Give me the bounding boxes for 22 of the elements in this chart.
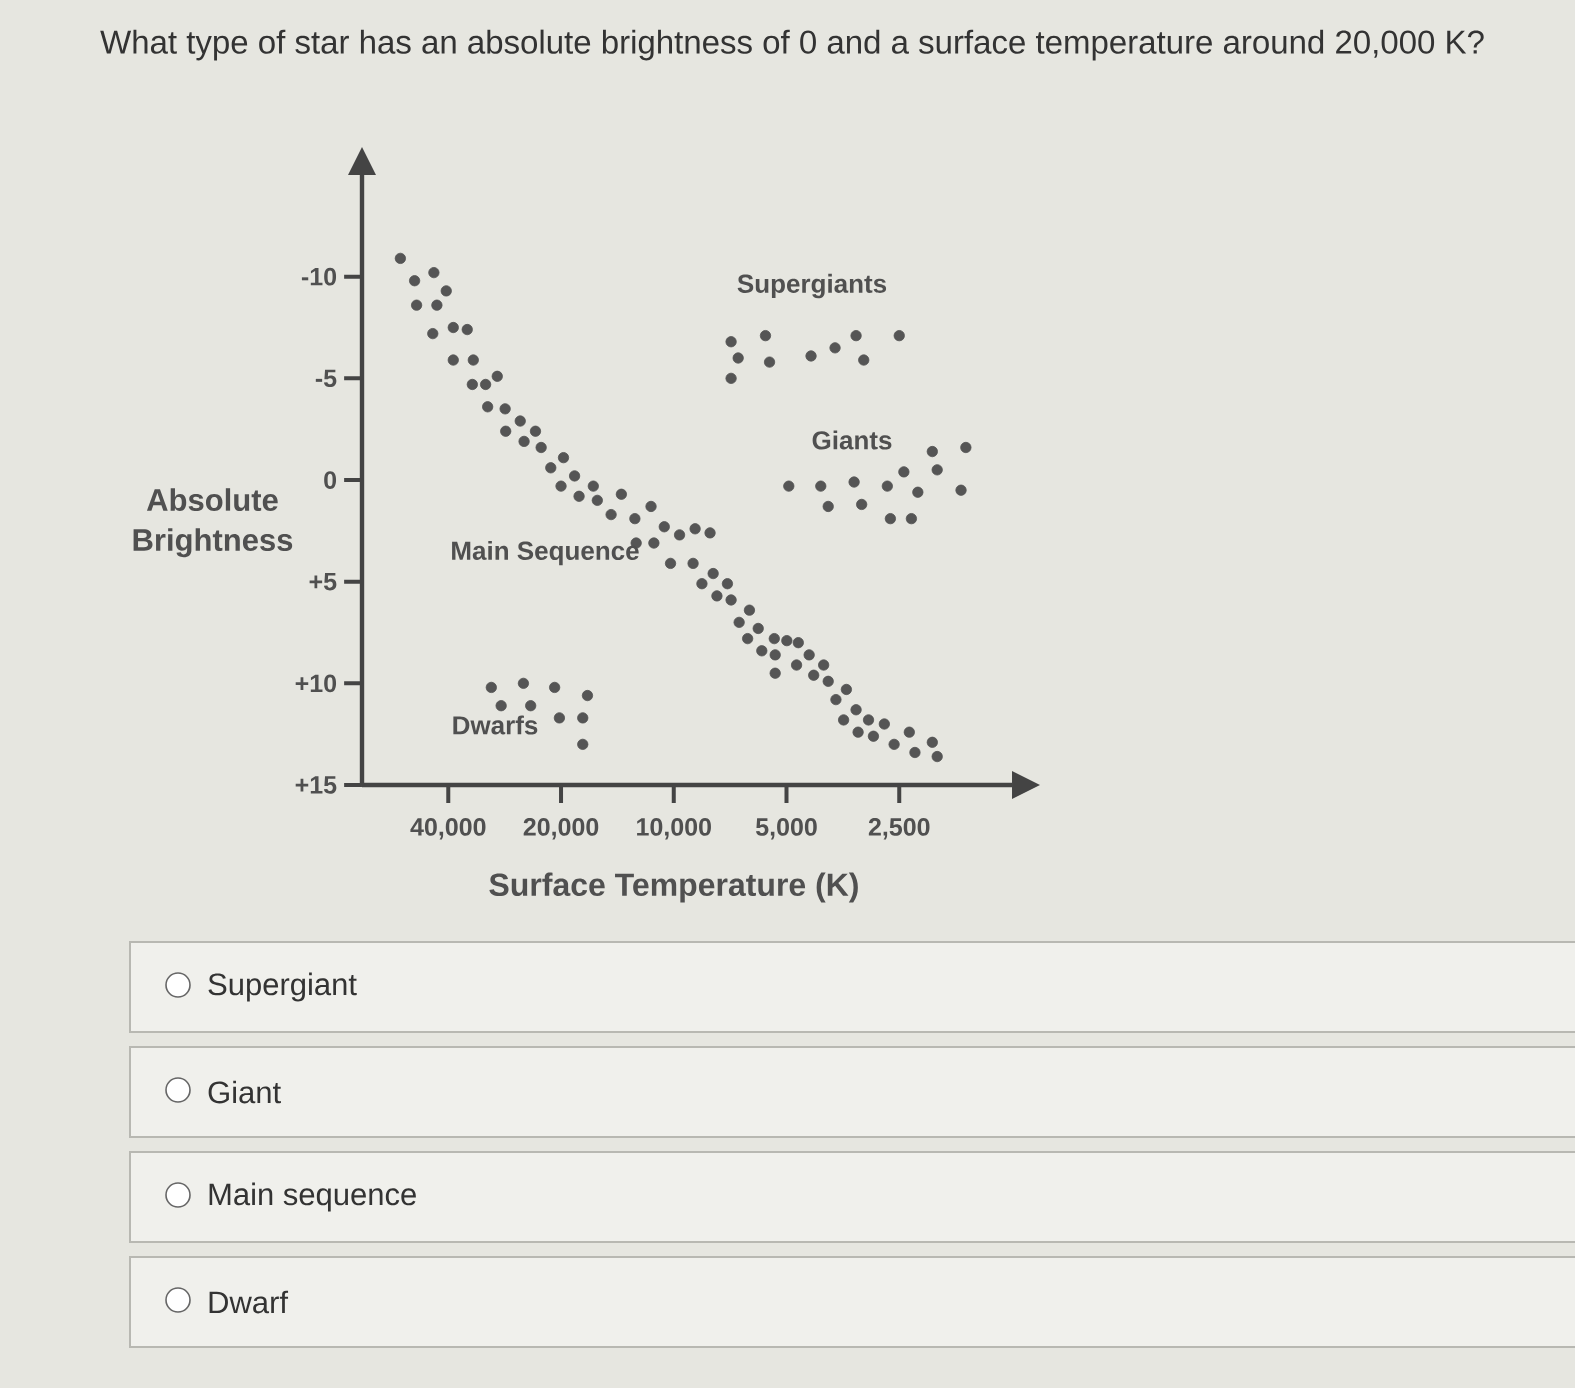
annotation: Main Sequence: [452, 540, 639, 566]
text: Dwarf: [209, 1290, 289, 1314]
annotation: Supergiants: [737, 273, 887, 299]
y-axis-title: Absolute Brightness: [133, 488, 293, 558]
text: Main sequence: [209, 1182, 416, 1212]
y-tick-label: -5: [315, 369, 337, 388]
x-tick-label: 20,000: [523, 818, 599, 840]
x-tick-label: 10,000: [637, 818, 711, 840]
annotation: Giants: [812, 430, 892, 450]
y-tick-label: +15: [295, 776, 337, 794]
y-tick-label: -10: [301, 267, 337, 286]
x-tick-label: 5,000: [756, 818, 817, 840]
x-axis-title: Surface Temperature (K): [489, 872, 858, 903]
text: Supergiant: [208, 972, 357, 1002]
chart-title: What type of star has an absolute brightness of 0 and a surface temperature around 20,000 K?: [100, 29, 1484, 61]
x-tick-label: 2,500: [868, 818, 930, 840]
text: Giant: [208, 1080, 281, 1104]
annotation: Dwarfs: [453, 715, 538, 735]
y-tick-label: 0: [324, 471, 337, 489]
y-tick-label: +10: [295, 674, 337, 693]
y-tick-label: +5: [309, 572, 337, 591]
x-tick-label: 40,000: [410, 818, 486, 840]
